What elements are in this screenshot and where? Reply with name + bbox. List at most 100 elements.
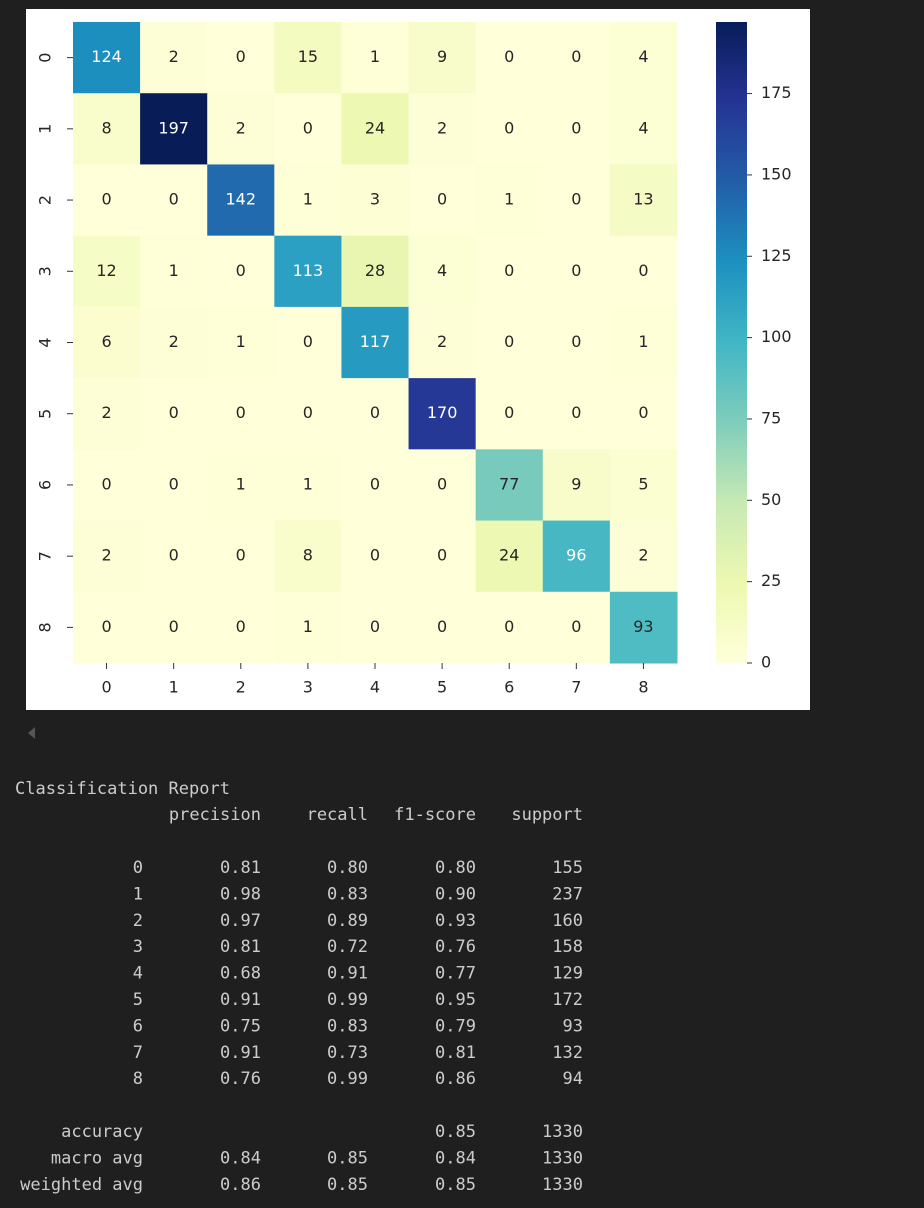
cell-label: 0: [169, 474, 179, 493]
cell-label: 0: [437, 474, 447, 493]
heatmap-cell: [73, 449, 141, 522]
cell-label: 0: [437, 617, 447, 636]
x-tick-label: 1: [169, 678, 179, 697]
row-label: 8: [133, 1069, 143, 1089]
heatmap-cell: [475, 378, 544, 450]
x-tick-label: 4: [370, 678, 380, 697]
cell-label: 24: [365, 118, 385, 137]
scroll-arrow[interactable]: [28, 727, 35, 739]
colorbar-tick-label: 50: [761, 490, 781, 509]
cell-label: 8: [101, 118, 111, 137]
colorbar-tick-label: 125: [761, 246, 792, 265]
heatmap-cell: [274, 520, 342, 593]
cell-label: 1: [303, 617, 313, 636]
colorbar-tick-label: 100: [761, 327, 792, 346]
report-cell: 0.81: [220, 937, 261, 957]
cell-label: 0: [571, 261, 581, 280]
heatmap-cell: [73, 93, 141, 165]
heatmap-cell: [542, 378, 611, 450]
cell-label: 0: [236, 261, 246, 280]
heatmap-cell: [274, 591, 342, 664]
heatmap-cell: [542, 520, 611, 593]
y-tick-label: 0: [36, 53, 55, 63]
report-cell: 0.80: [327, 858, 368, 878]
cell-label: 28: [365, 261, 385, 280]
cell-label: 0: [571, 332, 581, 351]
report-cell: 0.80: [435, 858, 476, 878]
heatmap-cell: [542, 22, 611, 94]
cell-label: 0: [504, 118, 514, 137]
cell-label: 142: [226, 190, 257, 209]
x-tick-label: 8: [638, 678, 648, 697]
cell-label: 15: [298, 47, 318, 66]
cell-label: 0: [504, 47, 514, 66]
report-cell: 0.89: [327, 911, 368, 931]
cell-label: 0: [236, 617, 246, 636]
column-header: f1-score: [394, 805, 476, 825]
report-cell: 0.99: [327, 990, 368, 1010]
heatmap-cell: [207, 164, 275, 237]
cell-label: 0: [236, 546, 246, 565]
cell-label: 0: [370, 617, 380, 636]
cell-label: 2: [101, 546, 111, 565]
heatmap-cell: [475, 235, 544, 308]
cell-label: 0: [571, 118, 581, 137]
heatmap-cell: [408, 235, 477, 308]
cell-label: 124: [91, 47, 122, 66]
row-label: 5: [133, 990, 143, 1010]
y-tick-label: 5: [36, 409, 55, 419]
heatmap-cell: [73, 164, 141, 237]
report-cell: 0.97: [220, 911, 261, 931]
colorbar: [716, 22, 747, 663]
cell-label: 0: [504, 617, 514, 636]
cell-label: 0: [504, 332, 514, 351]
heatmap-cell: [609, 93, 678, 165]
heatmap-cell: [140, 378, 208, 450]
cell-label: 0: [169, 546, 179, 565]
cell-label: 96: [566, 546, 586, 565]
heatmap-cell: [475, 306, 544, 379]
cell-label: 0: [638, 403, 648, 422]
cell-label: 0: [504, 261, 514, 280]
heatmap-cell: [274, 449, 342, 522]
cell-label: 4: [638, 118, 648, 137]
row-label: 4: [133, 964, 143, 984]
report-cell: 132: [552, 1043, 583, 1063]
heatmap-cell: [140, 449, 208, 522]
heatmap-cell: [542, 306, 611, 379]
cell-label: 197: [158, 118, 189, 137]
heatmap-cell: [140, 520, 208, 593]
heatmap-cell: [207, 235, 275, 308]
y-tick-label: 3: [36, 266, 55, 276]
cell-label: 2: [101, 403, 111, 422]
report-cell: 155: [552, 858, 583, 878]
report-cell: 0.95: [435, 990, 476, 1010]
x-tick-label: 7: [571, 678, 581, 697]
cell-label: 0: [571, 47, 581, 66]
cell-label: 24: [499, 546, 519, 565]
heatmap-cell: [73, 378, 141, 450]
x-tick-label: 0: [101, 678, 111, 697]
cell-label: 77: [499, 474, 519, 493]
column-header: recall: [307, 805, 368, 825]
report-cell: 172: [552, 990, 583, 1010]
row-label: 2: [133, 911, 143, 931]
heatmap-cell: [207, 306, 275, 379]
heatmap-cell: [542, 591, 611, 664]
heatmap-cell: [140, 591, 208, 664]
cell-label: 2: [236, 118, 246, 137]
cell-label: 0: [504, 403, 514, 422]
report-cell: 160: [552, 911, 583, 931]
report-cell: 129: [552, 964, 583, 984]
cell-label: 2: [437, 118, 447, 137]
heatmap-cell: [207, 93, 275, 165]
cell-label: 0: [101, 617, 111, 636]
cell-label: 0: [101, 190, 111, 209]
row-label: 6: [133, 1016, 143, 1036]
report-cell: 0.85: [435, 1122, 476, 1142]
cell-label: 1: [236, 332, 246, 351]
x-tick-label: 2: [236, 678, 246, 697]
heatmap-cell: [408, 93, 477, 165]
cell-label: 0: [437, 190, 447, 209]
y-tick-label: 8: [36, 622, 55, 632]
